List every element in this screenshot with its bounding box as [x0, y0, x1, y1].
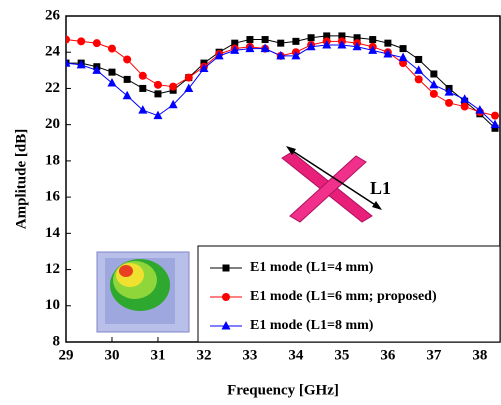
marker — [231, 39, 239, 47]
marker — [491, 111, 500, 120]
marker — [414, 75, 423, 84]
marker — [415, 55, 423, 63]
x-tick-label: 29 — [59, 347, 74, 363]
marker — [261, 36, 269, 44]
marker — [76, 59, 86, 69]
x-tick-label: 38 — [472, 347, 487, 363]
marker — [460, 94, 470, 103]
marker — [429, 79, 439, 89]
annotation: L1 — [370, 178, 391, 198]
marker — [107, 78, 117, 87]
marker — [384, 39, 392, 47]
marker — [460, 102, 469, 111]
marker — [153, 110, 163, 120]
legend-label: E1 mode (L1=8 mm) — [250, 318, 374, 333]
marker — [138, 71, 147, 80]
x-tick-label: 34 — [288, 347, 304, 363]
marker — [222, 293, 230, 301]
marker — [490, 119, 500, 129]
y-tick-label: 14 — [45, 225, 61, 241]
marker — [491, 124, 499, 132]
marker — [444, 87, 454, 96]
y-tick-label: 22 — [45, 80, 60, 96]
x-tick-label: 30 — [104, 347, 119, 363]
marker — [66, 58, 71, 67]
marker — [221, 321, 231, 330]
marker — [398, 52, 408, 62]
marker — [230, 45, 240, 54]
marker — [123, 75, 131, 83]
marker — [291, 50, 301, 60]
marker — [260, 43, 270, 53]
marker — [108, 68, 116, 76]
marker — [399, 45, 407, 53]
y-tick-label: 16 — [45, 189, 61, 205]
inset-field-plot — [96, 251, 190, 333]
marker — [66, 35, 70, 44]
marker — [369, 36, 377, 44]
marker — [383, 49, 393, 58]
x-tick-label: 32 — [196, 347, 211, 363]
legend-label: E1 mode (L1=6 mm; proposed) — [250, 289, 437, 304]
y-tick-label: 8 — [53, 333, 61, 349]
marker — [445, 98, 454, 107]
marker — [430, 70, 438, 78]
x-tick-label: 37 — [426, 347, 442, 363]
marker — [153, 80, 162, 89]
y-tick-label: 10 — [45, 297, 60, 313]
marker — [214, 50, 224, 60]
x-tick-label: 35 — [334, 347, 349, 363]
marker — [337, 39, 347, 49]
marker — [429, 89, 438, 98]
y-tick-label: 12 — [45, 261, 60, 277]
marker — [292, 37, 300, 45]
marker — [138, 105, 148, 114]
marker — [92, 39, 101, 48]
marker — [276, 50, 286, 60]
marker — [169, 82, 178, 91]
marker — [277, 39, 285, 47]
x-tick-label: 31 — [150, 347, 165, 363]
x-tick-label: 33 — [242, 347, 257, 363]
marker — [122, 90, 132, 100]
marker — [168, 99, 178, 109]
x-tick-label: 36 — [380, 347, 396, 363]
marker — [184, 73, 193, 82]
inset-cross — [281, 146, 382, 223]
y-tick-label: 18 — [45, 152, 60, 168]
marker — [307, 34, 315, 42]
marker — [323, 32, 331, 40]
marker — [77, 37, 86, 46]
marker — [154, 90, 162, 98]
marker — [245, 43, 255, 53]
marker — [107, 44, 116, 53]
plot-area — [66, 32, 500, 132]
marker — [184, 83, 194, 92]
y-tick-label: 24 — [45, 44, 61, 60]
marker — [123, 55, 132, 64]
legend-label: E1 mode (L1=4 mm) — [250, 260, 374, 275]
y-axis-label: Amplitude [dB] — [13, 129, 29, 229]
marker — [353, 34, 361, 42]
marker — [199, 63, 209, 73]
y-tick-label: 26 — [45, 7, 61, 23]
marker — [368, 45, 378, 54]
dimension-arrow — [287, 147, 381, 209]
y-tick-label: 20 — [45, 116, 60, 132]
marker — [352, 41, 362, 51]
marker — [338, 32, 346, 40]
marker — [222, 264, 230, 272]
x-axis-label: Frequency [GHz] — [227, 382, 339, 398]
marker — [306, 41, 316, 51]
marker — [246, 36, 254, 44]
marker — [139, 84, 147, 92]
marker — [322, 39, 332, 49]
marker — [475, 105, 485, 114]
marker — [414, 65, 424, 74]
marker — [92, 65, 102, 74]
legend-box — [197, 245, 501, 343]
